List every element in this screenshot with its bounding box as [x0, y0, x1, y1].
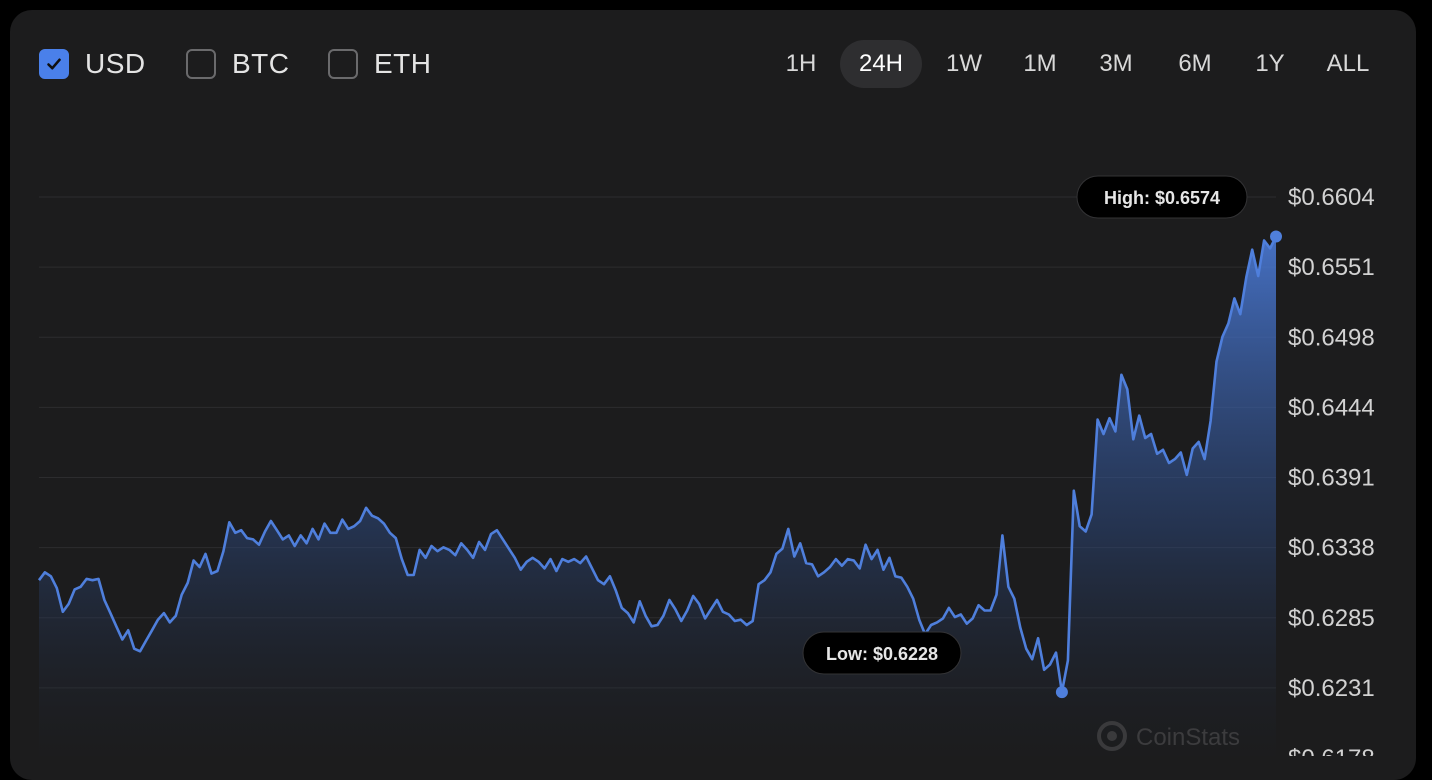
low-label: Low: $0.6228 — [826, 644, 938, 664]
y-tick-label: $0.6338 — [1288, 535, 1375, 562]
tab-1h[interactable]: 1H — [785, 50, 817, 77]
tab-all[interactable]: ALL — [1326, 50, 1370, 77]
price-line — [37, 235, 1278, 694]
tab-3m[interactable]: 3M — [1099, 50, 1133, 77]
checkmark-icon — [47, 58, 61, 70]
y-tick-label: $0.6604 — [1288, 184, 1375, 211]
low-marker: Low: $0.6228 — [802, 631, 1068, 699]
y-tick-label: $0.6391 — [1288, 465, 1375, 492]
currency-label-usd: USD — [85, 48, 146, 79]
y-tick-label: $0.6178 — [1288, 745, 1375, 756]
tab-1w[interactable]: 1W — [946, 50, 982, 77]
low-tooltip — [802, 631, 962, 675]
high-tooltip — [1076, 175, 1248, 219]
y-tick-label: $0.6231 — [1288, 675, 1375, 702]
high-point — [1270, 230, 1282, 243]
low-point — [1055, 686, 1068, 699]
currency-label-eth: ETH — [374, 48, 432, 79]
y-axis-labels: $0.6604 $0.6551 $0.6498 $0.6444 $0.6391 $0.63… — [1288, 184, 1375, 756]
y-tick-label: $0.6285 — [1288, 605, 1375, 632]
currency-toggle-btc[interactable]: BTC — [186, 47, 290, 81]
currency-toggle-eth[interactable]: ETH — [328, 47, 432, 81]
chart-toolbar: USD BTC ETH 1H 24H 1W 1M 3M 6M 1Y ALL — [10, 10, 1416, 120]
tab-1y[interactable]: 1Y — [1255, 50, 1285, 77]
tab-24h[interactable]: 24H — [840, 40, 922, 88]
time-range-tabs: 1H 24H 1W 1M 3M 6M 1Y ALL — [10, 40, 1416, 88]
y-tick-label: $0.6444 — [1288, 394, 1375, 421]
currency-toggle-usd[interactable]: USD — [39, 47, 146, 81]
chart-grid — [39, 196, 1276, 689]
high-marker: High: $0.6574 — [1076, 175, 1282, 243]
coinstats-watermark: CoinStats — [1097, 721, 1240, 751]
high-label: High: $0.6574 — [1104, 188, 1220, 208]
checkbox-usd[interactable] — [39, 49, 69, 79]
coinstats-logo-icon — [1097, 721, 1127, 751]
currency-label-btc: BTC — [232, 48, 290, 79]
y-tick-label: $0.6498 — [1288, 324, 1375, 351]
checkbox-btc[interactable] — [186, 49, 216, 79]
price-chart[interactable]: $0.6604 $0.6551 $0.6498 $0.6444 $0.6391 $0.63… — [10, 10, 1416, 756]
tab-6m[interactable]: 6M — [1178, 50, 1212, 77]
price-area-fill — [39, 236, 1276, 756]
checkbox-eth[interactable] — [328, 49, 358, 79]
watermark-text: CoinStats — [1136, 724, 1240, 751]
tab-1m[interactable]: 1M — [1023, 50, 1057, 77]
y-tick-label: $0.6551 — [1288, 254, 1375, 281]
chart-card: USD BTC ETH 1H 24H 1W 1M 3M 6M 1Y ALL — [10, 10, 1416, 780]
